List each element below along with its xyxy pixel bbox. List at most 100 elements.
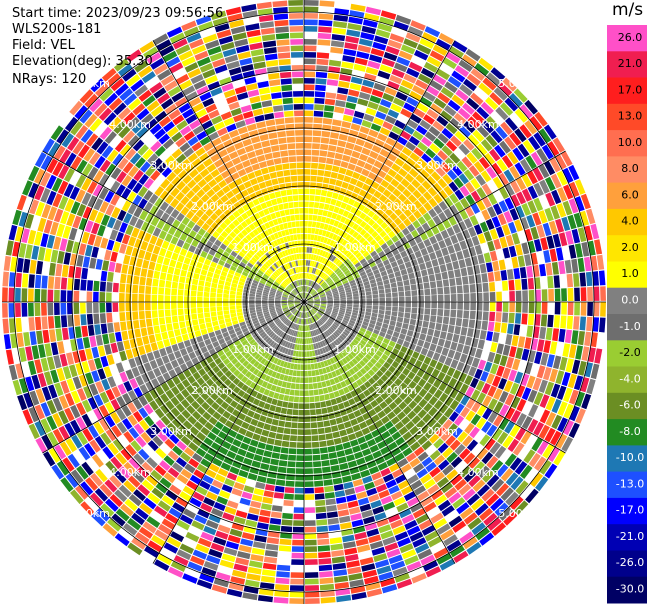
velocity-gate-1506: [266, 477, 276, 485]
velocity-gate-1453: [283, 428, 291, 435]
velocity-gate-4565: [465, 48, 481, 62]
velocity-gate-1338: [304, 539, 317, 546]
velocity-gate-2034: [200, 392, 210, 401]
velocity-gate-2805: [100, 270, 108, 282]
velocity-gate-1673: [260, 394, 268, 402]
velocity-gate-3801: [210, 10, 227, 20]
velocity-gate-38: [561, 302, 567, 315]
velocity-gate-3933: [260, 27, 275, 35]
velocity-gate-3571: [167, 86, 181, 97]
velocity-gate-2052: [109, 475, 122, 488]
velocity-gate-89: [592, 317, 600, 332]
velocity-gate-2400: [115, 362, 125, 373]
velocity-gate-2907: [8, 224, 18, 241]
velocity-gate-66: [443, 309, 450, 317]
velocity-gate-396: [528, 404, 539, 418]
velocity-gate-4195: [341, 61, 354, 69]
velocity-gate-3375: [210, 203, 219, 212]
velocity-gate-2148: [279, 314, 285, 319]
velocity-gate-254: [499, 355, 508, 367]
velocity-gate-3332: [190, 194, 200, 204]
velocity-gate-1924: [297, 305, 302, 310]
velocity-gate-3103: [208, 248, 216, 256]
velocity-gate-3736: [249, 157, 259, 165]
velocity-gate-3142: [239, 261, 246, 268]
velocity-gate-1553: [255, 481, 266, 490]
velocity-gate-539: [307, 304, 312, 308]
velocity-gate-877: [391, 447, 402, 457]
velocity-gate-3968: [282, 97, 293, 105]
velocity-gate-1478: [257, 595, 273, 603]
velocity-gate-568: [454, 415, 465, 426]
velocity-gate-4536: [362, 206, 371, 215]
velocity-gate-3614: [188, 97, 202, 108]
velocity-gate-3617: [179, 79, 193, 91]
velocity-gate-1774: [212, 457, 223, 467]
velocity-gate-390: [487, 385, 497, 398]
velocity-gate-4596: [421, 136, 433, 147]
velocity-gate-3963: [286, 130, 295, 137]
velocity-gate-92: [314, 303, 320, 305]
velocity-gate-1407: [292, 409, 299, 416]
velocity-gate-3661: [193, 79, 207, 90]
velocity-gate-4241: [354, 57, 368, 66]
velocity-gate-4532: [348, 228, 356, 236]
velocity-gate-4402: [350, 192, 359, 200]
velocity-gate-2878: [205, 276, 213, 283]
velocity-gate-1168: [305, 312, 308, 318]
velocity-gate-4114: [318, 19, 333, 27]
velocity-gate-437: [499, 404, 510, 417]
velocity-gate-2243: [255, 324, 262, 330]
velocity-gate-3250: [154, 186, 165, 197]
velocity-gate-2289: [247, 325, 255, 330]
velocity-gate-4773: [432, 182, 443, 193]
velocity-gate-1066: [378, 524, 392, 534]
velocity-gate-93: [320, 303, 327, 306]
velocity-gate-173: [562, 343, 571, 358]
velocity-gate-3569: [174, 97, 188, 108]
velocity-gate-4717: [371, 230, 379, 239]
velocity-gate-4771: [422, 191, 433, 201]
velocity-gate-2532: [127, 329, 135, 340]
velocity-gate-2312: [111, 386, 121, 398]
velocity-gate-2386: [208, 331, 216, 338]
velocity-gate-1858: [211, 426, 221, 436]
velocity-gate-1636: [249, 439, 259, 447]
velocity-gate-2446: [100, 355, 109, 368]
velocity-gate-3897: [297, 260, 301, 266]
velocity-gate-935: [424, 530, 439, 542]
velocity-gate-4630: [380, 203, 389, 212]
velocity-gate-4286: [367, 60, 381, 70]
velocity-gate-3545: [259, 232, 266, 239]
velocity-gate-2798: [152, 278, 159, 287]
velocity-gate-1071: [388, 554, 403, 565]
velocity-gate-4330: [377, 70, 391, 80]
velocity-gate-3971: [280, 78, 292, 85]
velocity-gate-4719: [380, 221, 389, 230]
velocity-gate-2955: [276, 291, 282, 295]
velocity-gate-350: [527, 389, 538, 403]
velocity-gate-1114: [369, 540, 384, 550]
velocity-gate-4473: [435, 38, 451, 51]
velocity-gate-1784: [176, 519, 190, 531]
velocity-gate-3553: [231, 187, 240, 196]
velocity-gate-3011: [204, 258, 212, 266]
velocity-gate-3349: [108, 116, 122, 130]
velocity-gate-247: [450, 341, 458, 351]
velocity-gate-3099: [231, 261, 239, 268]
velocity-gate-512: [402, 367, 411, 376]
velocity-gate-2060: [286, 312, 292, 318]
velocity-gate-2725: [28, 288, 34, 302]
velocity-gate-1773: [215, 452, 226, 461]
velocity-gate-4573: [333, 257, 339, 264]
velocity-gate-2117: [222, 358, 231, 366]
velocity-gate-1622: [282, 354, 287, 361]
velocity-gate-44: [600, 302, 606, 317]
velocity-gate-4193: [339, 74, 352, 82]
velocity-gate-1838: [287, 321, 292, 327]
velocity-gate-3157: [155, 208, 164, 219]
velocity-gate-2617: [158, 309, 165, 318]
velocity-gate-249: [462, 345, 471, 355]
velocity-gate-784: [394, 421, 405, 431]
velocity-gate-18: [424, 302, 431, 309]
